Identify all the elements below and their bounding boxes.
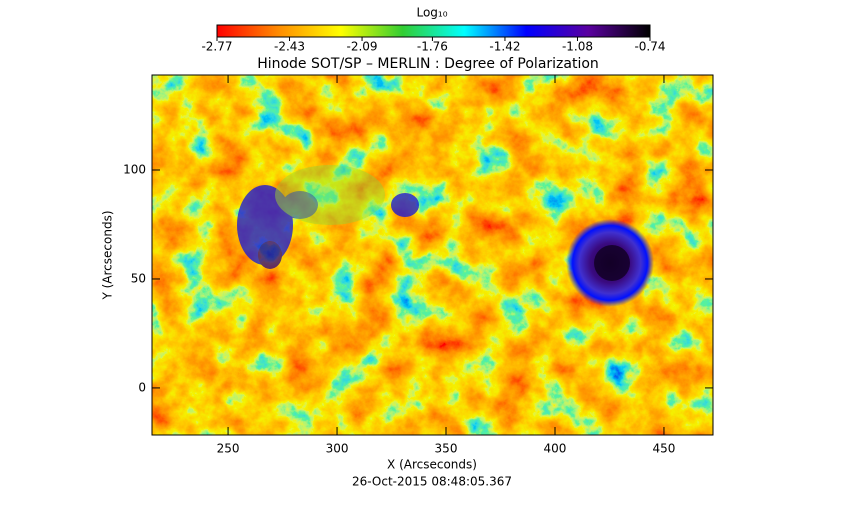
polarization-image xyxy=(152,75,713,435)
colorbar xyxy=(216,24,651,38)
x-axis-label: X (Arcseconds) xyxy=(387,458,477,472)
y-tick-label: 0 xyxy=(138,380,146,394)
timestamp: 26-Oct-2015 08:48:05.367 xyxy=(352,475,512,489)
colorbar-label: Log₁₀ xyxy=(416,6,447,20)
x-tick-label: 300 xyxy=(326,442,349,456)
colorbar-tick-label: -2.09 xyxy=(347,40,378,54)
colorbar-tick-label: -0.74 xyxy=(634,40,665,54)
plot-frame xyxy=(151,74,714,436)
x-tick-label: 450 xyxy=(653,442,676,456)
x-tick-label: 400 xyxy=(544,442,567,456)
colorbar-tick-label: -2.77 xyxy=(201,40,232,54)
y-tick-label: 100 xyxy=(123,163,146,177)
colorbar-tick-label: -1.08 xyxy=(562,40,593,54)
chart-title: Hinode SOT/SP – MERLIN : Degree of Polar… xyxy=(257,56,599,72)
colorbar-tick-label: -1.42 xyxy=(489,40,520,54)
y-axis-label: Y (Arcseconds) xyxy=(101,210,115,300)
colorbar-tick-label: -2.43 xyxy=(274,40,305,54)
y-tick-label: 50 xyxy=(131,271,146,285)
colorbar-tick-label: -1.76 xyxy=(417,40,448,54)
x-tick-label: 250 xyxy=(217,442,240,456)
x-tick-label: 350 xyxy=(435,442,458,456)
